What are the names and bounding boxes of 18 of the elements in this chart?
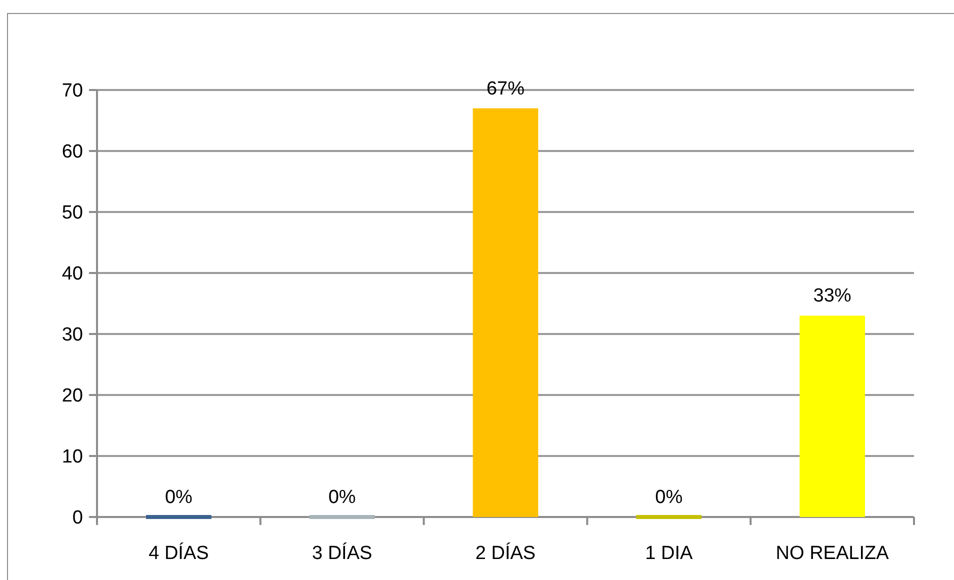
data-label: 0%	[655, 487, 683, 508]
y-tick-label: 10	[62, 446, 83, 468]
y-tick-label: 30	[62, 324, 83, 346]
y-tick-label: 0	[72, 508, 83, 529]
x-tick-label: 3 DÍAS	[312, 542, 372, 564]
y-tick-label: 60	[62, 142, 83, 163]
x-tick-label: NO REALIZA	[776, 543, 890, 564]
data-label: 0%	[164, 487, 193, 508]
data-label: 33%	[813, 286, 852, 307]
x-tick-label: 1 DIA	[645, 543, 693, 564]
y-tick-label: 40	[62, 264, 83, 285]
y-tick-label: 20	[62, 386, 83, 407]
x-tick-label: 2 DÍAS	[475, 542, 536, 564]
y-tick-label: 50	[62, 202, 83, 224]
data-label: 0%	[328, 487, 356, 508]
y-tick-label: 70	[62, 80, 83, 102]
data-label: 67%	[486, 78, 525, 100]
x-tick-label: 4 DÍAS	[148, 542, 209, 564]
